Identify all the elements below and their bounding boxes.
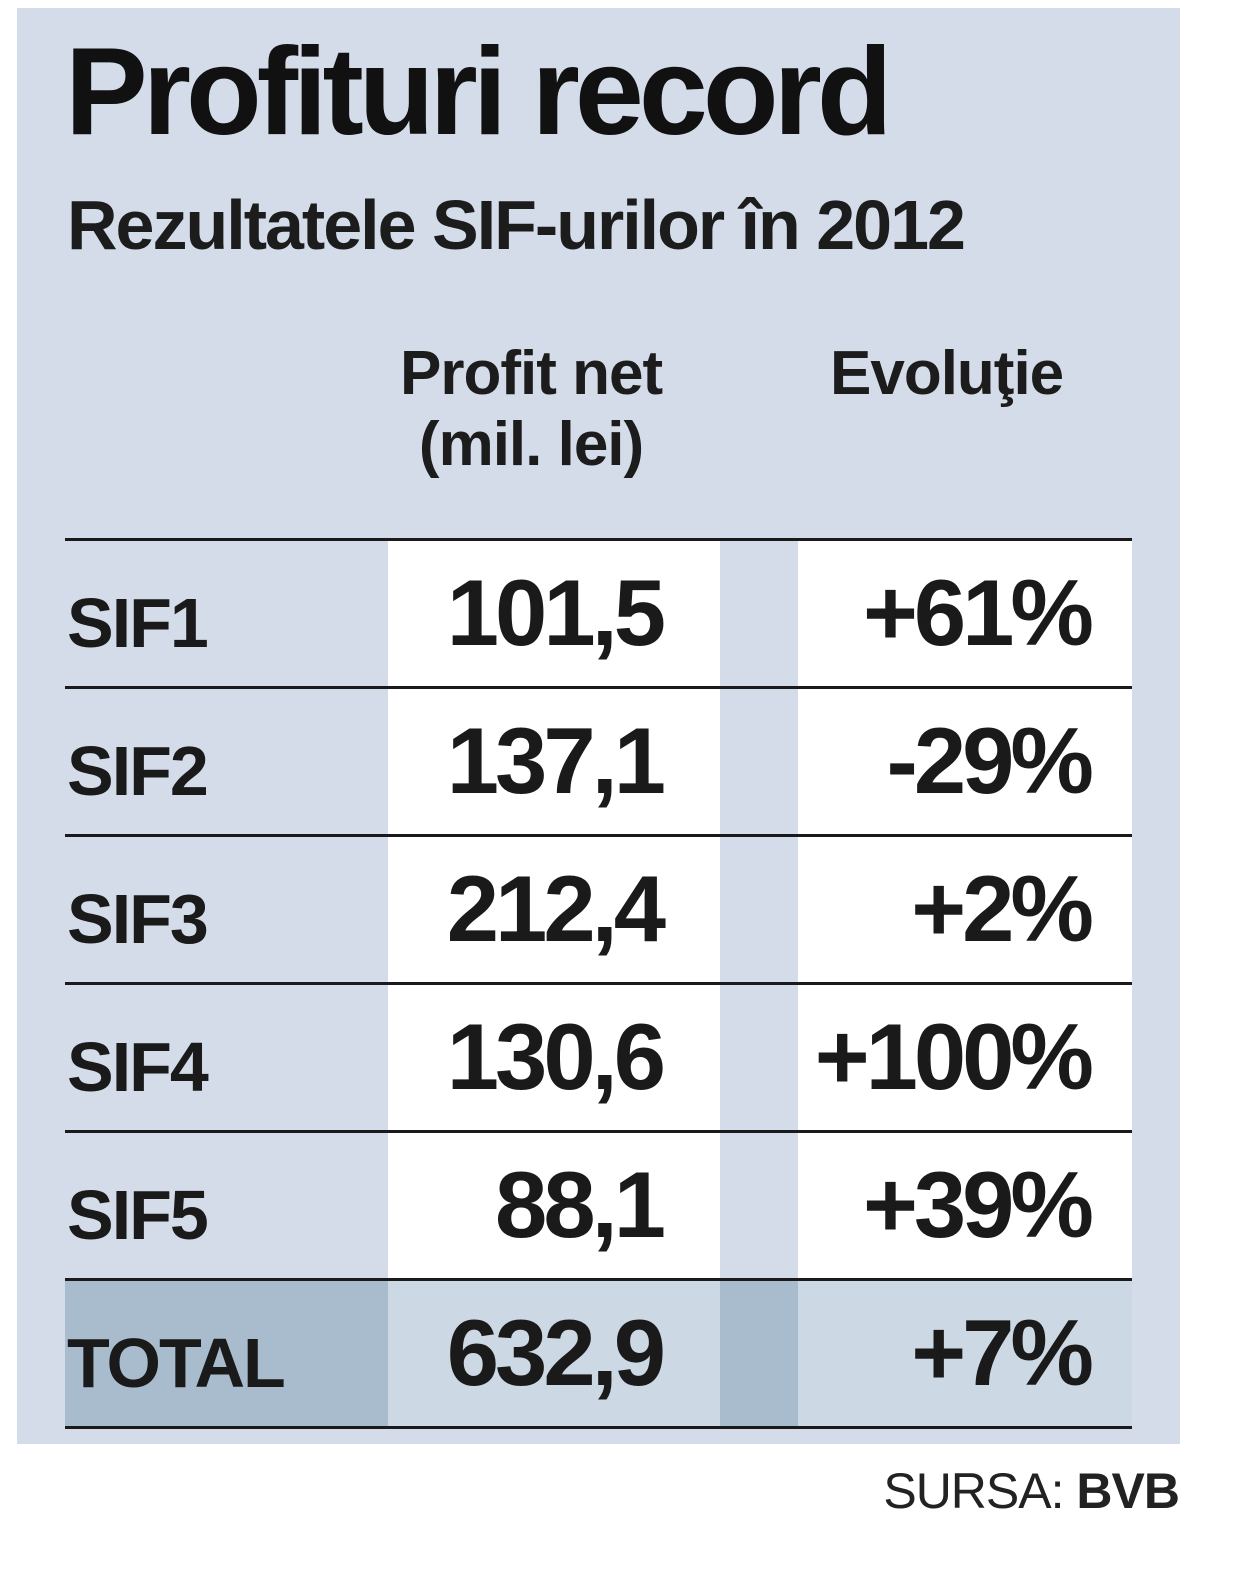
total-row-profit-value: 632,9 [446, 1300, 666, 1405]
profit-column-background [388, 540, 720, 1280]
column-header-profit-line1: Profit net [400, 339, 663, 408]
table-row-evolution-value: +100% [814, 1004, 1094, 1109]
table-row-evolution-value: +2% [911, 856, 1094, 961]
table-rule [65, 538, 1132, 541]
total-row-background [388, 1280, 720, 1428]
total-row-label: TOTAL [67, 1324, 286, 1402]
table-row-label: SIF4 [67, 1028, 209, 1106]
column-header-evolution: Evoluţie [830, 339, 1064, 408]
chart-title: Profituri record [65, 23, 893, 161]
table-row-profit-value: 137,1 [446, 708, 666, 813]
table-row-label: SIF5 [67, 1176, 209, 1254]
table-rule [65, 1278, 1132, 1281]
evolution-column-background [798, 540, 1132, 1280]
table-rule [65, 1130, 1132, 1133]
table-row-evolution-value: +61% [862, 560, 1094, 665]
source-prefix: SURSA: [883, 1463, 1064, 1519]
total-row-background [720, 1280, 798, 1428]
table-row-profit-value: 101,5 [446, 560, 666, 665]
table-row-evolution-value: -29% [886, 708, 1094, 813]
source-credit: SURSA: BVB [883, 1462, 1180, 1520]
table-row-label: SIF2 [67, 732, 209, 810]
table-row-profit-value: 88,1 [495, 1152, 666, 1257]
table-rule [65, 982, 1132, 985]
total-row-background [798, 1280, 1132, 1428]
table-row-label: SIF3 [67, 880, 209, 958]
table-row-profit-value: 212,4 [446, 856, 666, 961]
table-rule [65, 1426, 1132, 1429]
source-name: BVB [1076, 1463, 1180, 1519]
table-row-label: SIF1 [67, 584, 209, 662]
column-header-profit-line2: (mil. lei) [418, 410, 644, 480]
column-header-profit: Profit net (mil. lei) [400, 338, 663, 481]
table-row-profit-value: 130,6 [446, 1004, 666, 1109]
total-row-evolution-value: +7% [911, 1300, 1094, 1405]
table-rule [65, 834, 1132, 837]
table-row-evolution-value: +39% [862, 1152, 1094, 1257]
total-row-background [65, 1280, 388, 1428]
table-rule [65, 686, 1132, 689]
chart-subtitle: Rezultatele SIF-urilor în 2012 [67, 186, 966, 264]
